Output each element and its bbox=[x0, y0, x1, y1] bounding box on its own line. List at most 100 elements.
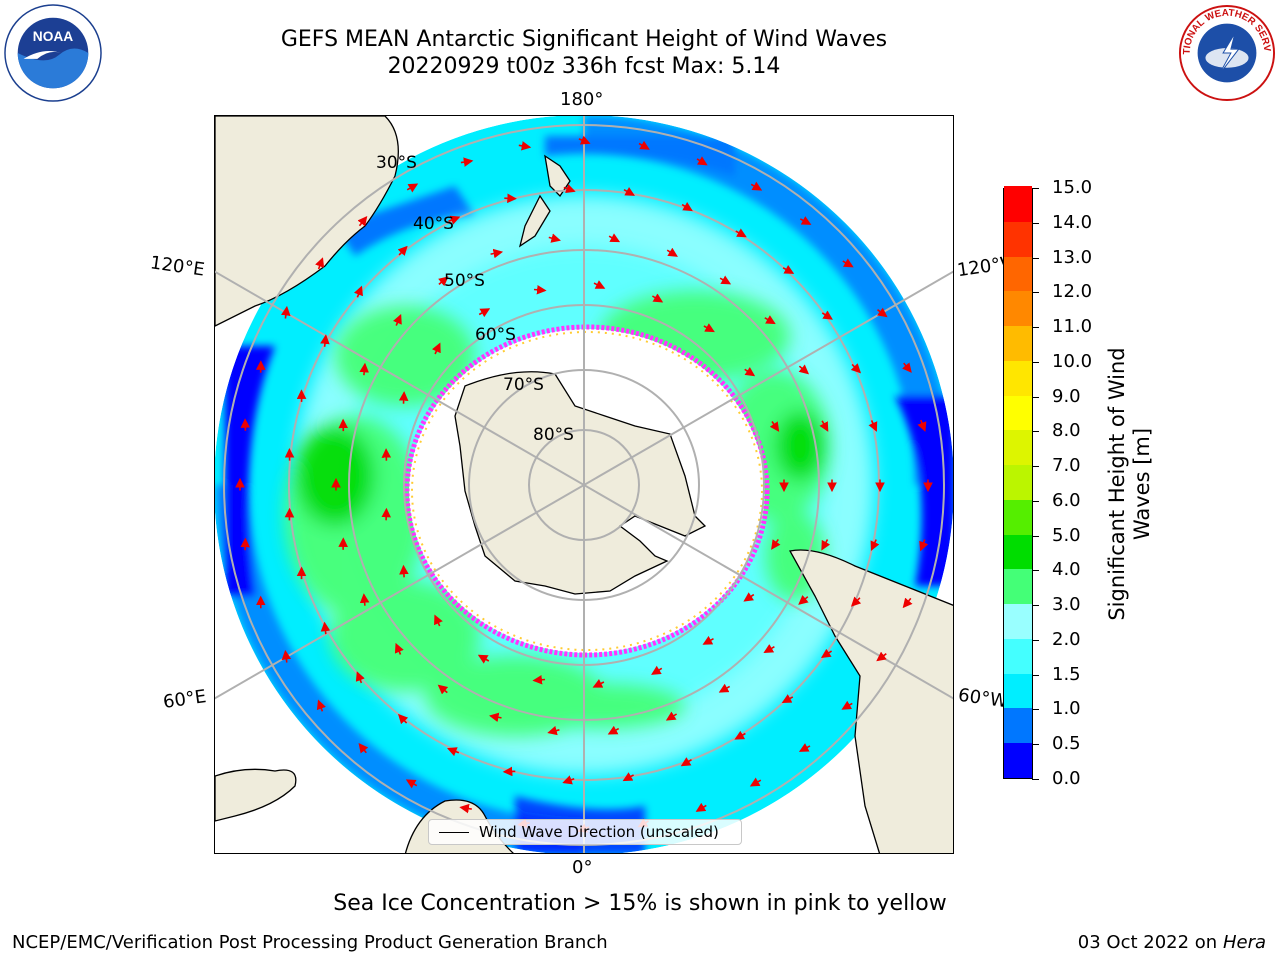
wave-direction-arrow bbox=[850, 596, 862, 607]
colorbar-segment bbox=[1004, 360, 1032, 396]
colorbar-tick-label: 10.0 bbox=[1052, 350, 1093, 372]
wave-direction-arrow bbox=[623, 186, 635, 196]
wave-direction-arrow bbox=[798, 364, 810, 375]
south-africa bbox=[215, 768, 297, 822]
wave-direction-arrow bbox=[638, 140, 650, 150]
wave-direction-arrow bbox=[868, 420, 878, 432]
lat-label-50s: 50°S bbox=[444, 271, 485, 291]
wave-direction-arrow bbox=[703, 323, 715, 333]
colorbar-tick-label: 14.0 bbox=[1052, 211, 1093, 233]
colorbar-tick-label: 11.0 bbox=[1052, 316, 1093, 338]
colorbar-tick-mark bbox=[1032, 709, 1039, 711]
colorbar-segment bbox=[1004, 534, 1032, 570]
wave-direction-arrow bbox=[877, 307, 888, 318]
sea-ice-footnote: Sea Ice Concentration > 15% is shown in … bbox=[333, 891, 947, 916]
wave-direction-arrow bbox=[750, 181, 763, 191]
wave-direction-arrow bbox=[281, 305, 291, 319]
lon-label-60w: 60°W bbox=[956, 684, 1009, 713]
colorbar-segment bbox=[1004, 673, 1032, 709]
wave-direction-arrow bbox=[901, 362, 912, 373]
wave-direction-arrow bbox=[798, 743, 811, 752]
wave-direction-arrow bbox=[434, 614, 443, 627]
wave-direction-arrow bbox=[819, 420, 829, 432]
wave-direction-arrow bbox=[459, 803, 472, 814]
wave-direction-arrow bbox=[743, 592, 755, 602]
legend-label: Wind Wave Direction (unscaled) bbox=[479, 823, 719, 841]
colorbar-tick-mark bbox=[1032, 570, 1039, 572]
wave-direction-arrow bbox=[744, 366, 756, 377]
wave-direction-arrow bbox=[357, 215, 368, 227]
colorbar-tick-mark bbox=[1032, 639, 1039, 641]
wave-direction-arrow bbox=[821, 310, 833, 320]
colorbar-segment bbox=[1004, 568, 1032, 605]
wave-direction-arrow bbox=[431, 342, 441, 355]
wave-direction-arrow bbox=[651, 293, 664, 303]
colorbar-tick-label: 3.0 bbox=[1052, 594, 1081, 616]
wave-direction-arrow bbox=[281, 649, 292, 663]
colorbar-tick-mark bbox=[1032, 327, 1039, 329]
colorbar-segment bbox=[1004, 603, 1032, 639]
chart-title: GEFS MEAN Antarctic Significant Height o… bbox=[280, 27, 888, 52]
wave-direction-arrow bbox=[749, 777, 762, 787]
wave-direction-arrow bbox=[547, 725, 560, 736]
wave-direction-arrow bbox=[398, 713, 409, 725]
colorbar-tick-mark bbox=[1032, 535, 1039, 537]
wave-direction-arrow bbox=[841, 700, 853, 710]
lat-label-80s: 80°S bbox=[533, 425, 574, 445]
colorbar-segment bbox=[1004, 429, 1032, 466]
wave-direction-arrow bbox=[592, 679, 605, 688]
wave-direction-arrow bbox=[548, 233, 561, 243]
colorbar-tick-mark bbox=[1032, 361, 1039, 363]
wave-direction-arrow bbox=[702, 635, 714, 645]
map-legend: Wind Wave Direction (unscaled) bbox=[428, 819, 742, 845]
legend-line-swatch bbox=[439, 832, 469, 833]
wave-direction-arrow bbox=[406, 183, 419, 193]
wave-direction-arrow bbox=[735, 228, 747, 238]
wave-direction-arrow bbox=[771, 538, 781, 550]
lon-label-0: 0° bbox=[572, 857, 593, 878]
wave-direction-arrow bbox=[355, 671, 365, 684]
wave-direction-arrow bbox=[562, 775, 575, 785]
wave-direction-arrow bbox=[820, 648, 833, 658]
colorbar-segment bbox=[1004, 325, 1032, 361]
colorbar-tick-mark bbox=[1032, 674, 1039, 676]
wave-direction-arrow bbox=[502, 766, 516, 777]
colorbar-tick-label: 15.0 bbox=[1052, 177, 1093, 198]
wave-direction-arrow bbox=[437, 684, 449, 695]
wave-direction-arrow bbox=[782, 265, 795, 274]
date-stamp: 03 Oct 2022 on Hera bbox=[1078, 932, 1266, 953]
map-panel: 30°S 40°S 50°S 60°S 70°S 80°S Wind Wave … bbox=[214, 115, 954, 854]
wave-direction-arrow bbox=[607, 725, 620, 735]
wave-direction-arrow bbox=[394, 642, 404, 655]
wave-direction-arrow bbox=[842, 258, 854, 268]
colorbar-tick-mark bbox=[1032, 744, 1039, 746]
wave-direction-arrow bbox=[563, 183, 576, 194]
colorbar-segment bbox=[1004, 499, 1032, 535]
colorbar-tick-label: 0.0 bbox=[1052, 768, 1081, 789]
wave-direction-arrow bbox=[666, 247, 678, 257]
wave-direction-arrow bbox=[769, 421, 780, 432]
wave-direction-arrow bbox=[665, 711, 678, 721]
graticule bbox=[215, 116, 953, 853]
wave-direction-arrow bbox=[490, 248, 504, 259]
wave-direction-arrow bbox=[533, 284, 547, 295]
wave-direction-arrow bbox=[763, 644, 775, 653]
wave-direction-arrow bbox=[799, 216, 812, 225]
colorbar-segment bbox=[1004, 707, 1032, 744]
wave-direction-arrow bbox=[359, 362, 369, 376]
colorbar-tick-label: 9.0 bbox=[1052, 385, 1081, 407]
colorbar-tick-mark bbox=[1032, 431, 1039, 433]
wave-direction-arrow bbox=[593, 280, 606, 289]
wave-direction-arrow bbox=[718, 683, 731, 693]
wave-direction-arrow bbox=[651, 665, 663, 675]
wave-direction-arrow bbox=[681, 202, 693, 212]
wave-direction-arrow bbox=[578, 135, 591, 145]
wave-direction-arrow bbox=[399, 564, 409, 578]
wave-direction-arrow bbox=[315, 257, 325, 270]
colorbar bbox=[1003, 186, 1033, 779]
wave-direction-arrow bbox=[358, 742, 369, 754]
wave-direction-arrow bbox=[695, 802, 707, 812]
lat-label-30s: 30°S bbox=[376, 153, 417, 173]
colorbar-tick-label: 8.0 bbox=[1052, 420, 1081, 442]
colorbar-tick-label: 4.0 bbox=[1052, 559, 1081, 581]
